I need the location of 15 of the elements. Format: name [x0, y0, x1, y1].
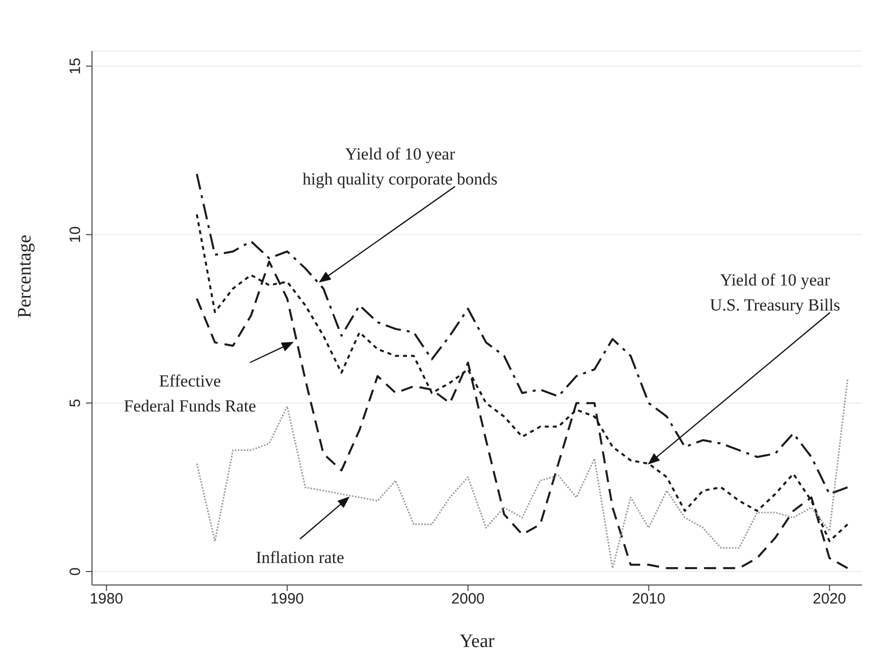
y-tick-label: 15: [67, 58, 84, 75]
y-tick-label: 0: [67, 567, 84, 576]
x-tick-label: 2000: [451, 590, 485, 608]
annotation: Inflation rate: [256, 548, 344, 567]
x-axis-title: Year: [459, 631, 496, 652]
annotation: Effective Federal Funds Rate: [124, 372, 256, 416]
x-tick-label: 2020: [812, 590, 846, 608]
y-axis-title: Percentage: [14, 234, 36, 318]
y-tick-label: 5: [67, 398, 84, 408]
annotation: Yield of 10 year high quality corporate bonds: [302, 144, 498, 188]
x-tick-label: 1980: [90, 590, 124, 608]
y-tick-label: 10: [67, 226, 84, 243]
annotation: Yield of 10 year U.S. Treasury Bills: [710, 270, 840, 314]
x-tick-label: 2010: [632, 590, 666, 608]
x-tick-label: 1990: [270, 590, 304, 608]
